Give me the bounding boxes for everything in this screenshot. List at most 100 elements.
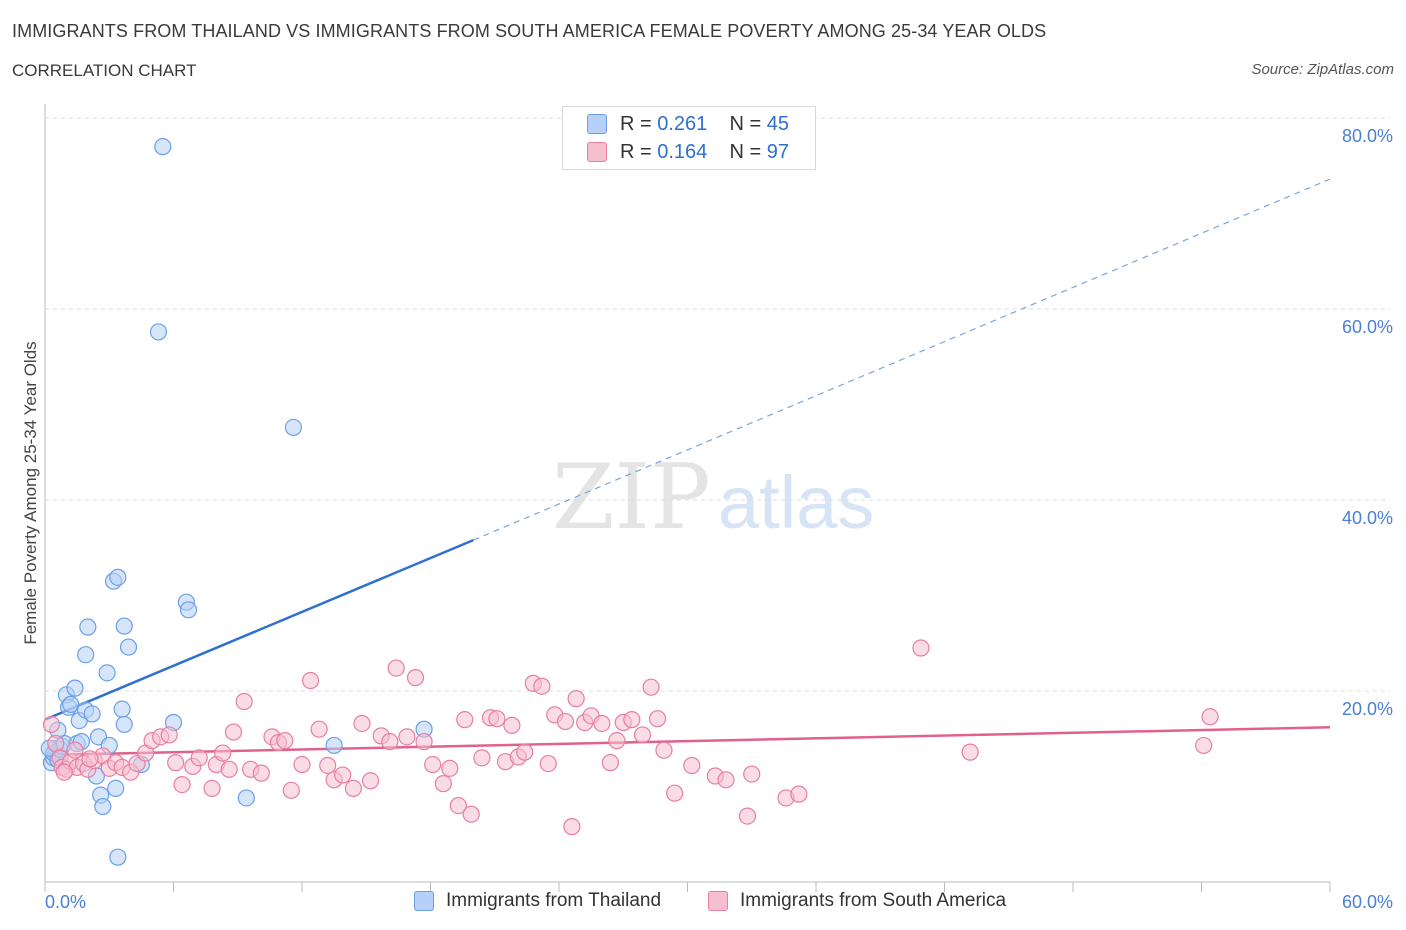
south-america-point [224,723,243,741]
thailand-point [325,736,343,755]
bottom-legend-south-america: Immigrants from South America [708,889,1006,913]
thailand-point [115,617,133,635]
chart-subtitle: CORRELATION CHART [12,61,197,80]
south-america-point [642,678,660,696]
south-america-point [556,712,575,731]
south-america-point [301,671,320,690]
thailand-trend-line [44,538,474,721]
south-america-point [235,692,253,711]
thailand-point [109,568,127,586]
south-america-point [173,775,191,794]
south-america-point [214,744,232,762]
south-america-point [66,741,84,759]
south-america-point [252,764,270,782]
south-america-point [456,711,474,729]
legend-box: R = 0.261 N = 45 R = 0.164 N = 97 [562,106,816,170]
south-america-point [334,766,352,784]
thailand-point [113,700,131,718]
south-america-point [441,759,459,777]
south-america-point [608,732,626,750]
south-america-point [666,784,684,802]
thailand-legend-label: Immigrants from Thailand [446,890,662,911]
south-america-point [220,760,238,778]
thailand-point [119,638,138,656]
south-america-point [47,734,65,753]
south-america-point [406,669,425,687]
x-tick-label: 60.0% [1342,892,1393,912]
chart-title: IMMIGRANTS FROM THAILAND VS IMMIGRANTS F… [12,21,1047,41]
south-america-point [167,754,185,772]
south-america-point [415,733,433,751]
y-tick-label: 80.0% [1342,126,1393,146]
south-america-point [912,639,930,657]
south-america-point [160,726,178,744]
south-america-point [488,710,506,728]
south-america-point [1195,736,1213,755]
thailand-trend-extension [473,178,1331,541]
thailand-point [83,705,101,723]
south-america-point [961,743,979,761]
thailand-point [179,601,198,619]
thailand-point [66,679,84,697]
south-america-point [601,754,620,772]
legend-row-thailand: R = 0.261 N = 45 [587,113,789,135]
south-america-point [81,750,99,768]
south-america-point [387,659,405,677]
south-america-point [623,711,641,729]
source-label: Source: ZipAtlas.com [1251,61,1394,78]
x-tick-label: 0.0% [45,892,86,912]
south-america-point [203,779,221,798]
legend-row-south-america: R = 0.164 N = 97 [587,141,789,163]
thailand-point [62,695,80,713]
south-america-r-value: 0.164 [657,140,708,163]
trend-lines [44,178,1331,757]
thailand-r-value: 0.261 [657,112,708,135]
south-america-point [361,772,380,790]
y-tick-label: 40.0% [1342,508,1393,528]
south-america-point [310,720,328,738]
south-america-point [717,771,735,789]
south-america-point [655,741,673,759]
thailand-point [94,797,112,816]
thailand-point [79,618,97,636]
thailand-point [149,323,168,341]
thailand-point [154,138,172,156]
south-america-point [593,714,611,733]
thailand-point [284,418,303,437]
south-america-point [434,775,452,793]
r-label: R = [620,112,652,135]
south-america-point [282,781,300,799]
south-america-point [567,690,585,708]
south-america-point [353,714,371,733]
thailand-point [107,779,125,798]
south-america-point [738,807,757,825]
thailand-point [109,848,127,866]
south-america-point [190,749,208,767]
south-america-point [344,779,362,798]
watermark-atlas: atlas [718,461,874,544]
south-america-trend-line [44,726,1331,757]
thailand-swatch [587,114,607,134]
thailand-point [115,715,133,734]
south-america-point [563,818,581,836]
thailand-point [77,646,95,664]
grid-lines [45,117,1390,692]
south-america-point [516,743,534,761]
south-america-point [648,710,667,728]
data-points [40,138,1219,866]
r-label: R = [620,140,652,163]
south-america-point [790,785,808,803]
south-america-point [381,733,399,751]
south-america-point [462,805,480,823]
watermark-zip: ZIP [552,445,711,550]
south-america-point [683,756,701,775]
y-tick-label: 60.0% [1342,317,1393,337]
south-america-swatch [587,142,607,162]
y-tick-label: 20.0% [1342,699,1393,719]
n-label: N = [729,140,762,163]
south-america-point [539,754,557,773]
south-america-point [293,755,311,774]
south-america-legend-label: Immigrants from South America [740,890,1007,911]
south-america-point [533,677,551,695]
